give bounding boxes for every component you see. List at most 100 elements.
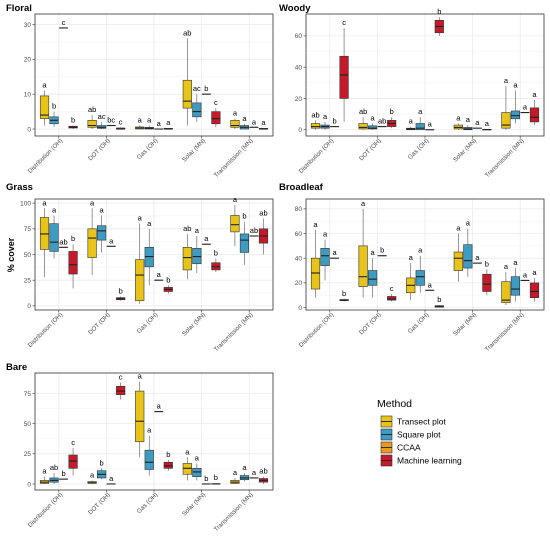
significance-letter: a [147,426,152,435]
box-transect-plot: a [406,253,416,301]
box-machine-learning: b [211,249,221,272]
significance-letter: c [390,284,394,293]
significance-letter: ab [88,105,96,114]
y-tick-label: 0 [27,481,31,488]
x-category-label: Solar (MN) [452,311,478,337]
box-machine-learning: c [387,284,397,302]
box-transect-plot: a [87,198,97,276]
significance-letter: a [428,280,433,289]
significance-letter: ac [193,84,201,93]
box-square-plot: ac [97,112,107,130]
panel-grass: Grass 0 25 50 75 100 Distribution (OH) DOT (OH)… [6,182,274,353]
significance-letter: ab [250,226,258,235]
box-machine-learning: c [116,117,126,130]
box-machine-learning: c [116,373,126,400]
box-ccaa: a [201,234,211,245]
box-transect-plot: a [453,224,463,282]
significance-letter: ab [359,107,367,116]
significance-letter: a [261,118,266,127]
box-body [368,270,378,286]
box-ccaa: b [58,469,69,480]
box-square-plot: a [239,114,250,130]
box-body [97,225,107,241]
y-tick-label: 60 [295,33,303,40]
panel-border [34,13,274,137]
box-ccaa: a [154,402,164,413]
box-body [510,110,521,120]
significance-letter: a [42,81,47,90]
significance-letter: a [166,118,171,127]
significance-letter: a [42,467,47,476]
significance-letter: a [409,117,414,126]
panel-border [34,372,274,491]
legend-label: Transect plot [397,417,446,427]
box-ccaa: a [520,103,530,114]
box-body [239,233,250,253]
box-square-plot: a [368,248,378,298]
legend-label: Machine learning [397,456,462,466]
box-square-plot: a [144,426,154,476]
box-transect-plot: ab [358,107,368,130]
panel-title: Woody [279,3,311,14]
x-category-label: Distribution (OH) [298,311,336,349]
significance-letter: a [361,199,366,208]
box-ccaa: a [154,119,164,130]
significance-letter: c [214,98,218,107]
box-body [510,276,521,296]
box-square-plot: ac [192,84,202,123]
y-tick-label: 20 [24,57,32,64]
x-category-label: Solar (MN) [181,311,207,337]
box-ccaa: a [520,270,530,281]
panel-title: Broadleaf [279,182,324,193]
significance-letter: a [185,447,190,456]
y-tick-label: 40 [295,256,303,263]
y-tick-label: 30 [24,22,32,29]
box-body [453,251,463,271]
significance-letter: a [242,114,247,123]
significance-letter: a [323,230,328,239]
significance-letter: b [166,450,170,459]
panel-title: Floral [6,3,32,14]
legend-key [380,415,393,428]
x-category-label: Distribution (OH) [27,311,65,349]
x-category-label: Solar (MN) [181,137,207,163]
box-body [482,273,492,292]
box-machine-learning: a [163,118,173,130]
significance-letter: a [138,116,143,125]
significance-letter: b [214,249,218,258]
box-ccaa: a [472,253,482,264]
significance-letter: a [157,270,162,279]
y-tick-label: 50 [24,421,32,428]
significance-letter: a [233,109,238,118]
significance-letter: a [456,113,461,122]
box-square-plot: b [97,458,107,480]
box-machine-learning: a [529,90,540,126]
box-ccaa: a [425,120,435,131]
significance-letter: a [157,402,162,411]
significance-letter: a [532,268,537,277]
significance-letter: a [100,205,105,214]
y-tick-label: 40 [295,64,303,71]
box-transect-plot: a [182,447,192,481]
box-body [87,228,97,258]
significance-letter: a [313,220,318,229]
y-tick-label: 10 [24,91,32,98]
box-body [163,461,173,469]
box-transect-plot: a [230,468,240,484]
significance-letter: a [371,248,376,257]
significance-letter: b [390,107,394,116]
significance-letter: c [119,117,123,126]
y-tick-label: 25 [24,451,32,458]
box-machine-learning: ab [258,467,269,484]
significance-letter: a [532,90,537,99]
panel-border [305,198,545,311]
x-category-label: Transmission (MN) [213,491,255,533]
box-machine-learning: b [339,289,349,302]
significance-letter: a [52,205,57,214]
x-category-label: Gas (OH) [407,311,431,335]
box-square-plot: ab [49,463,59,484]
significance-letter: a [456,224,461,233]
x-category-label: DOT (OH) [358,311,383,336]
significance-letter: a [523,103,528,112]
x-category-label: DOT (OH) [87,137,112,162]
